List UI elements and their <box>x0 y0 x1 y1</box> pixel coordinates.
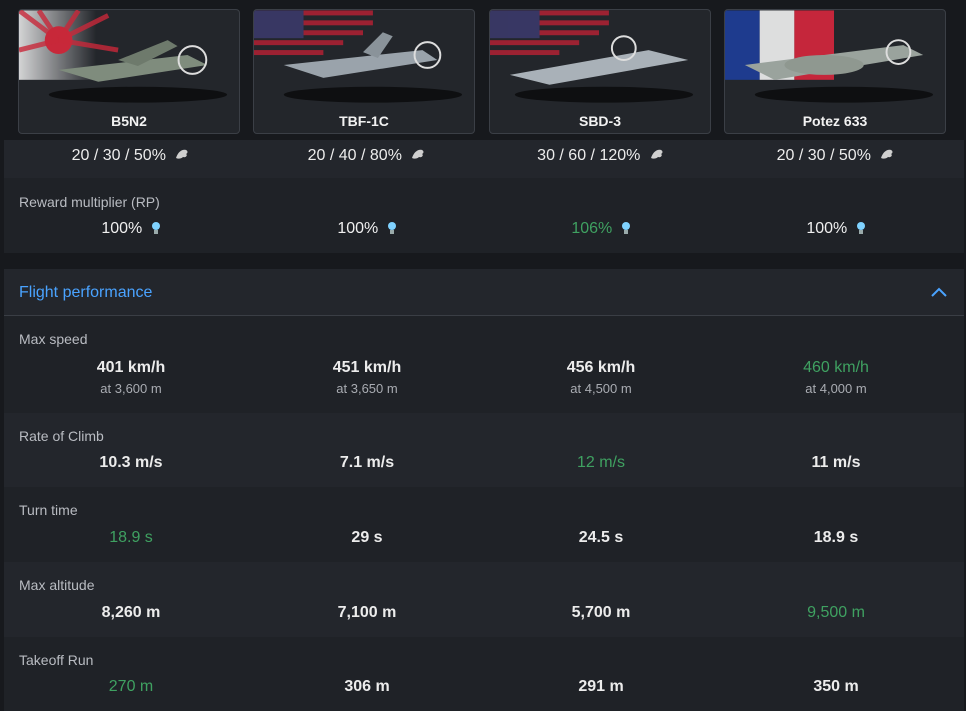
max-altitude-row: Max altitude 8,260 m 7,100 m 5,700 m 9,5… <box>4 562 964 637</box>
max-speed-altitude: at 3,650 m <box>336 381 398 396</box>
usa-flag-plane-image <box>254 10 463 103</box>
altitude-value: 7,100 m <box>337 604 397 621</box>
max-speed-value: 456 km/h <box>566 359 636 376</box>
flight-performance-header[interactable]: Flight performance <box>4 269 964 316</box>
climb-value: 7.1 m/s <box>339 454 395 471</box>
japan-flag-plane-image <box>19 10 228 103</box>
rp-value: 106% <box>571 220 613 237</box>
vehicle-name: TBF-1C <box>339 113 389 129</box>
research-row: 20 / 30 / 50% 20 / 40 / 80% 30 / 60 / 12… <box>4 140 964 178</box>
vehicle-name: Potez 633 <box>802 113 868 129</box>
eagle-icon <box>650 149 663 159</box>
usa-flag-plane-image <box>490 10 694 103</box>
research-cell: 20 / 40 / 80% <box>252 146 482 165</box>
rp-value: 100% <box>101 220 143 237</box>
rp-value: 100% <box>806 220 848 237</box>
chevron-up-icon[interactable] <box>930 285 948 299</box>
research-cell: 20 / 30 / 50% <box>16 146 246 165</box>
economy-panel: 20 / 30 / 50% 20 / 40 / 80% 30 / 60 / 12… <box>4 140 964 253</box>
max-speed-altitude: at 4,000 m <box>805 381 867 396</box>
rp-multiplier-row: Reward multiplier (RP) 100% 100% 106% 10… <box>4 178 964 253</box>
max-speed-value: 460 km/h <box>803 359 869 376</box>
eagle-icon <box>881 149 893 159</box>
altitude-value: 8,260 m <box>101 604 161 621</box>
rp-cell: 100% <box>721 220 951 238</box>
vehicle-card-potez-633[interactable]: Potez 633 <box>724 9 946 134</box>
lightbulb-icon <box>621 222 630 234</box>
eagle-icon <box>412 149 424 159</box>
max-speed-cell: 456 km/h at 4,500 m <box>486 359 716 396</box>
turn-value: 18.9 s <box>109 529 153 546</box>
climb-value: 10.3 m/s <box>99 454 163 471</box>
lightbulb-icon <box>387 222 396 234</box>
research-value: 20 / 30 / 50% <box>71 147 166 164</box>
vehicle-card-tbf-1c[interactable]: TBF-1C <box>253 9 475 134</box>
france-flag-plane-image <box>725 10 934 103</box>
research-cell: 20 / 30 / 50% <box>721 146 951 165</box>
max-speed-value: 401 km/h <box>96 359 166 376</box>
max-speed-label: Max speed <box>19 331 88 347</box>
max-speed-cell: 401 km/h at 3,600 m <box>16 359 246 396</box>
turn-time-row: Turn time 18.9 s 29 s 24.5 s 18.9 s <box>4 487 964 562</box>
rp-label: Reward multiplier (RP) <box>19 194 160 210</box>
rp-cell: 106% <box>486 220 716 238</box>
turn-value: 24.5 s <box>578 529 624 546</box>
eagle-icon <box>176 149 188 159</box>
rp-cell: 100% <box>16 220 246 238</box>
climb-value: 12 m/s <box>576 454 625 471</box>
flight-performance-panel: Max speed 401 km/h at 3,600 m 451 km/h at … <box>4 316 964 711</box>
climb-label: Rate of Climb <box>19 428 104 444</box>
max-speed-cell: 451 km/h at 3,650 m <box>252 359 482 396</box>
vehicle-name: B5N2 <box>111 113 147 129</box>
vehicle-cards: B5N2 TBF-1C SBD-3 <box>0 0 966 140</box>
research-value: 20 / 40 / 80% <box>307 147 402 164</box>
turn-value: 18.9 s <box>813 529 859 546</box>
takeoff-run-row: Takeoff Run 270 m 306 m 291 m 350 m <box>4 637 964 711</box>
takeoff-label: Takeoff Run <box>19 652 94 668</box>
altitude-value: 5,700 m <box>571 604 631 621</box>
max-speed-altitude: at 4,500 m <box>570 381 632 396</box>
lightbulb-icon <box>151 222 160 234</box>
max-speed-cell: 460 km/h at 4,000 m <box>721 359 951 396</box>
takeoff-value: 306 m <box>344 678 390 695</box>
rate-of-climb-row: Rate of Climb 10.3 m/s 7.1 m/s 12 m/s 11… <box>4 413 964 487</box>
vehicle-card-b5n2[interactable]: B5N2 <box>18 9 240 134</box>
research-value: 20 / 30 / 50% <box>776 147 871 164</box>
lightbulb-icon <box>856 222 865 234</box>
research-value: 30 / 60 / 120% <box>537 147 641 164</box>
takeoff-value: 291 m <box>578 678 624 695</box>
turn-label: Turn time <box>19 502 78 518</box>
rp-cell: 100% <box>252 220 482 238</box>
climb-value: 11 m/s <box>811 454 861 471</box>
takeoff-value: 350 m <box>813 678 859 695</box>
vehicle-name: SBD-3 <box>578 113 621 129</box>
research-cell: 30 / 60 / 120% <box>486 146 716 165</box>
rp-value: 100% <box>337 220 379 237</box>
altitude-label: Max altitude <box>19 577 95 593</box>
max-speed-row: Max speed 401 km/h at 3,600 m 451 km/h at … <box>4 316 964 413</box>
takeoff-value: 270 m <box>108 678 154 695</box>
altitude-value: 9,500 m <box>807 604 865 621</box>
vehicle-card-sbd-3[interactable]: SBD-3 <box>489 9 711 134</box>
max-speed-value: 451 km/h <box>332 359 402 376</box>
max-speed-altitude: at 3,600 m <box>100 381 162 396</box>
turn-value: 29 s <box>351 529 383 546</box>
section-title: Flight performance <box>19 284 153 301</box>
